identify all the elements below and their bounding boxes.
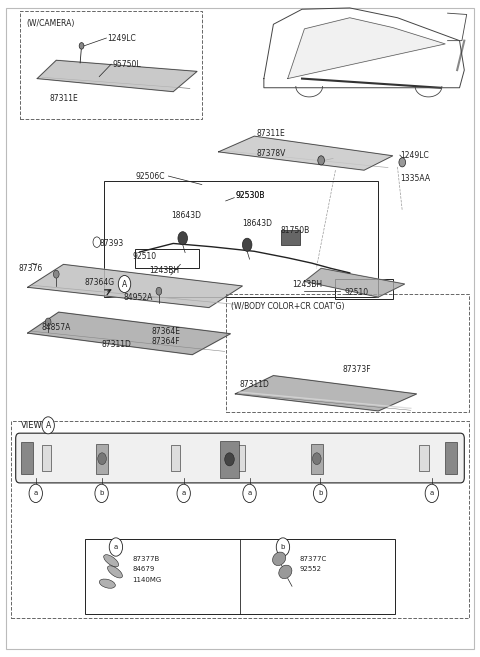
Circle shape [276,538,289,556]
Text: 81750B: 81750B [281,226,310,235]
Bar [11,421,469,618]
Text: 1335AA: 1335AA [400,173,430,183]
Circle shape [312,453,321,464]
Bar [336,279,393,299]
Circle shape [313,484,327,503]
Polygon shape [37,60,197,92]
Text: 92552: 92552 [300,566,322,572]
Circle shape [243,484,256,503]
Bar [220,441,239,478]
Text: 87377B: 87377B [132,556,160,562]
Circle shape [156,287,162,295]
Text: 87373F: 87373F [343,365,371,374]
Text: 92530B: 92530B [235,191,264,200]
Text: 1243BH: 1243BH [292,280,323,289]
Text: ~: ~ [30,260,38,270]
Text: 1249LC: 1249LC [108,34,136,43]
Bar [85,539,395,614]
Circle shape [42,417,54,434]
Text: a: a [114,544,118,550]
Circle shape [425,484,439,503]
Text: (W/BODY COLOR+CR COAT'G): (W/BODY COLOR+CR COAT'G) [231,302,345,311]
Bar [42,445,51,471]
Bar [226,294,469,412]
Bar [419,445,429,471]
Ellipse shape [99,579,115,588]
Circle shape [95,484,108,503]
Polygon shape [28,264,242,307]
Circle shape [109,538,122,556]
Text: 87378V: 87378V [257,148,286,158]
Text: 87311E: 87311E [49,94,78,102]
Text: b: b [99,490,104,497]
Text: a: a [181,490,186,497]
Text: a: a [34,490,38,497]
Text: a: a [247,490,252,497]
Bar [21,11,202,119]
Bar [311,443,323,474]
Text: 92510: 92510 [132,252,157,261]
Circle shape [225,453,234,466]
Bar [235,445,245,471]
Polygon shape [304,268,405,297]
Text: b: b [318,490,323,497]
Text: A: A [46,421,51,430]
Polygon shape [288,18,445,79]
Circle shape [118,275,131,292]
Text: (W/CAMERA): (W/CAMERA) [26,19,74,28]
Text: 87393: 87393 [99,239,123,248]
Text: 18643D: 18643D [242,219,272,229]
Text: 92506C: 92506C [136,171,166,181]
Bar [96,443,108,474]
Circle shape [318,156,324,165]
Text: 95750L: 95750L [112,60,141,69]
Ellipse shape [108,566,122,578]
Circle shape [177,484,191,503]
Text: VIEW: VIEW [22,421,43,430]
Text: 87376: 87376 [18,264,42,273]
Circle shape [98,453,107,464]
Bar [445,442,457,474]
Bar [135,249,199,268]
Text: 84952A: 84952A [123,292,153,302]
Ellipse shape [279,565,292,579]
Bar [104,181,378,297]
Text: 92530B: 92530B [235,191,264,200]
Text: A: A [122,279,127,288]
Circle shape [45,318,51,326]
Text: 87311D: 87311D [102,340,132,349]
Circle shape [53,270,59,278]
Text: 87364G: 87364G [85,278,115,287]
Text: 92510: 92510 [345,288,369,297]
Text: 1243BH: 1243BH [149,267,180,275]
Circle shape [79,43,84,49]
Text: 87311E: 87311E [257,129,286,138]
Text: 18643D: 18643D [171,212,201,221]
Circle shape [399,158,406,167]
Ellipse shape [273,552,286,566]
Text: 87311D: 87311D [240,380,270,388]
Text: 84679: 84679 [132,566,155,572]
Text: 87377C: 87377C [300,556,327,562]
Bar [22,442,34,474]
Ellipse shape [104,555,119,567]
Text: 84857A: 84857A [42,323,72,332]
Polygon shape [235,376,417,411]
Polygon shape [218,136,393,170]
Text: 1140MG: 1140MG [132,577,162,583]
Circle shape [178,232,188,245]
Text: 1249LC: 1249LC [400,151,429,160]
Text: 87364E: 87364E [152,327,180,336]
Text: b: b [281,544,285,550]
FancyBboxPatch shape [16,433,464,483]
Circle shape [29,484,42,503]
Polygon shape [28,312,230,355]
Text: a: a [430,490,434,497]
Text: 87364F: 87364F [152,337,180,346]
Circle shape [242,238,252,251]
Bar [281,231,300,245]
Bar [171,445,180,471]
